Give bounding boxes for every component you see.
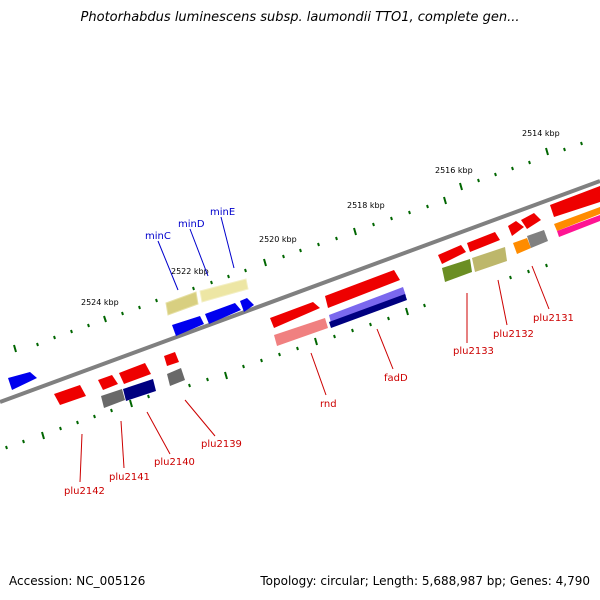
gene-label-plu2140: plu2140 xyxy=(154,457,195,468)
gene-fadD-lavender[interactable] xyxy=(329,287,406,323)
gene-label-rnd: rnd xyxy=(320,399,337,410)
gene-plu2140-navy[interactable] xyxy=(123,379,156,401)
gene-blue-far-left[interactable] xyxy=(8,372,37,390)
gene-plu2139-gray[interactable] xyxy=(167,368,185,386)
gene-rnd-pink[interactable] xyxy=(274,318,328,346)
scale-label-2520: 2520 kbp xyxy=(259,235,297,244)
leader-lines-bottom xyxy=(79,265,550,483)
gene-plu2142[interactable] xyxy=(54,385,86,405)
lower-scale-ticks xyxy=(5,263,548,450)
gene-red-small-2[interactable] xyxy=(521,213,541,229)
gene-plu2131-orange[interactable] xyxy=(513,238,531,254)
accession-text: Accession: NC_005126 xyxy=(9,574,146,588)
scale-label-2524: 2524 kbp xyxy=(81,298,119,307)
gene-label-plu2131: plu2131 xyxy=(533,313,574,324)
scale-label-2522: 2522 kbp xyxy=(171,267,209,276)
gene-red-small-1[interactable] xyxy=(508,221,524,236)
gene-label-plu2139: plu2139 xyxy=(201,439,242,450)
gene-label-plu2142: plu2142 xyxy=(64,486,105,497)
gene-label-minE: minE xyxy=(210,207,235,218)
gene-fadD-navy[interactable] xyxy=(329,294,407,328)
scale-label-2514: 2514 kbp xyxy=(522,129,560,138)
gene-plu2140-red[interactable] xyxy=(119,363,151,384)
map-title: Photorhabdus luminescens subsp. laumondi… xyxy=(80,10,520,25)
gene-label-plu2141: plu2141 xyxy=(109,472,150,483)
gene-minC[interactable] xyxy=(165,291,199,316)
topology-text: Topology: circular; Length: 5,688,987 bp… xyxy=(260,574,590,588)
scale-label-2518: 2518 kbp xyxy=(347,201,385,210)
gene-minE-blue[interactable] xyxy=(240,298,254,312)
genes-reverse xyxy=(54,352,185,408)
backbone-line xyxy=(0,179,600,404)
gene-right-orange[interactable] xyxy=(554,207,600,231)
gene-right-red[interactable] xyxy=(550,186,600,217)
leader-lines-top xyxy=(157,216,235,291)
gene-label-plu2132: plu2132 xyxy=(493,329,534,340)
gene-minC-blue[interactable] xyxy=(172,316,204,336)
gene-label-minC: minC xyxy=(145,231,171,242)
gene-right-magenta[interactable] xyxy=(557,215,600,237)
gene-plu2132-khaki[interactable] xyxy=(472,247,507,272)
gene-fadD-red[interactable] xyxy=(325,270,400,308)
gene-minD[interactable] xyxy=(199,278,249,303)
gene-minD-blue[interactable] xyxy=(205,303,241,324)
gene-label-minD: minD xyxy=(178,219,205,230)
gene-rnd-red[interactable] xyxy=(270,302,320,328)
gene-plu2132-red[interactable] xyxy=(467,232,500,252)
gene-plu2131-gray[interactable] xyxy=(527,230,548,248)
gene-label-plu2133: plu2133 xyxy=(453,346,494,357)
genes-forward xyxy=(8,186,600,390)
gene-plu2133-olive[interactable] xyxy=(442,259,472,282)
gene-plu2133-red[interactable] xyxy=(438,245,466,264)
gene-plu2141-red[interactable] xyxy=(98,375,118,390)
scale-label-2516: 2516 kbp xyxy=(435,166,473,175)
gene-label-fadD: fadD xyxy=(384,373,408,384)
gene-plu2141-gray[interactable] xyxy=(101,389,125,408)
gene-plu2139-red[interactable] xyxy=(164,352,179,366)
upper-scale-ticks xyxy=(13,141,583,353)
